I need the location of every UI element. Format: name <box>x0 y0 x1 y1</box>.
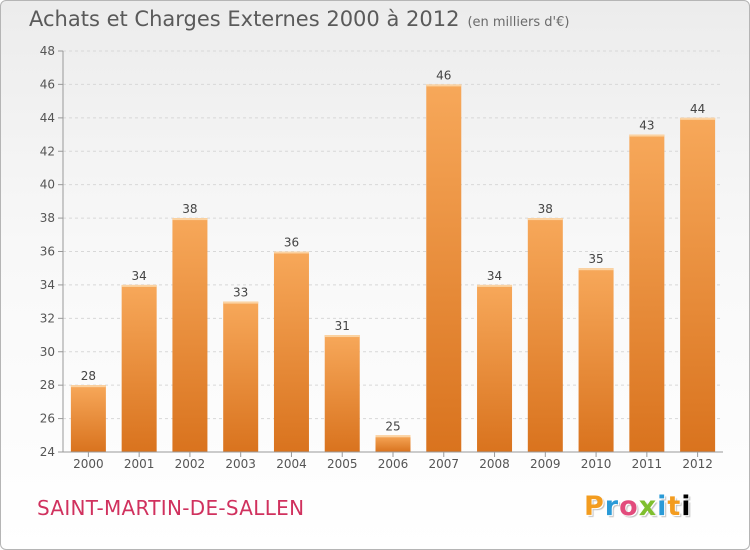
y-tick-label: 32 <box>40 311 55 325</box>
data-label: 38 <box>538 202 553 216</box>
y-tick-label: 48 <box>40 44 55 58</box>
bar <box>527 218 563 452</box>
grid-lines <box>63 50 723 453</box>
x-tick-label: 2006 <box>378 457 409 471</box>
bar-highlight <box>578 268 614 271</box>
bars <box>70 84 716 453</box>
x-tick-label: 2001 <box>124 457 155 471</box>
bar <box>680 117 716 452</box>
x-tick-label: 2009 <box>530 457 561 471</box>
logo-letter: o <box>619 491 639 522</box>
chart-title-text: Achats et Charges Externes 2000 à 2012 <box>29 7 460 31</box>
y-tick-label: 24 <box>40 445 55 459</box>
bar-highlight <box>680 117 716 120</box>
y-tick-label: 42 <box>40 144 55 158</box>
bar-highlight <box>375 435 411 438</box>
x-tick-label: 2011 <box>632 457 663 471</box>
chart-title: Achats et Charges Externes 2000 à 2012 (e… <box>29 7 569 31</box>
logo-letter: i <box>681 491 692 522</box>
y-tick-label: 28 <box>40 378 55 392</box>
bar <box>426 84 462 453</box>
x-tick-label: 2005 <box>327 457 358 471</box>
y-tick-label: 30 <box>40 345 55 359</box>
bar <box>375 435 411 452</box>
bar <box>172 218 208 452</box>
data-label: 28 <box>81 369 96 383</box>
bar <box>70 385 106 452</box>
y-tick-label: 36 <box>40 245 55 259</box>
bar <box>629 134 665 452</box>
x-tick-labels: 2000 2001 2002 2003 2004 2005 2006 2007 2008 2009… <box>73 457 713 471</box>
chart-unit: (en milliers d'€) <box>467 15 570 30</box>
logo-letter: x <box>638 491 658 522</box>
bar-highlight <box>273 251 309 254</box>
y-tick-label: 46 <box>40 77 55 91</box>
bar-highlight <box>172 218 208 221</box>
bar <box>324 335 360 452</box>
data-label: 38 <box>182 202 197 216</box>
data-labels: 28 34 38 33 36 31 25 46 34 38 35 43 44 <box>81 68 706 433</box>
bar <box>477 284 513 452</box>
y-tick-labels: 24 26 28 30 32 34 36 38 40 42 44 46 48 <box>40 44 55 459</box>
x-tick-label: 2010 <box>581 457 612 471</box>
bar-highlight <box>426 84 462 87</box>
bar <box>578 268 614 452</box>
x-tick-label: 2002 <box>175 457 206 471</box>
y-tick-label: 38 <box>40 211 55 225</box>
x-tick-label: 2012 <box>682 457 713 471</box>
data-label: 25 <box>385 419 400 433</box>
data-label: 35 <box>588 252 603 266</box>
bar-highlight <box>629 134 665 137</box>
x-tick-label: 2004 <box>276 457 307 471</box>
bar-highlight <box>121 284 157 287</box>
x-tick-label: 2000 <box>73 457 104 471</box>
bar-highlight <box>223 301 259 304</box>
data-label: 46 <box>436 68 451 82</box>
bar-highlight <box>477 284 513 287</box>
data-label: 34 <box>487 269 502 283</box>
data-label: 31 <box>335 319 350 333</box>
bar-highlight <box>324 335 360 338</box>
axes <box>58 50 723 457</box>
y-tick-label: 44 <box>40 111 55 125</box>
bar-highlight <box>70 385 106 388</box>
proxiti-logo[interactable]: Proxiti <box>584 491 692 522</box>
logo-letter: P <box>584 491 605 522</box>
bar <box>223 301 259 452</box>
x-tick-label: 2007 <box>428 457 459 471</box>
logo-letter: r <box>604 491 620 522</box>
logo-letter: t <box>667 491 682 522</box>
data-label: 34 <box>132 269 147 283</box>
x-tick-label: 2008 <box>479 457 510 471</box>
bar <box>273 251 309 452</box>
data-label: 33 <box>233 286 248 300</box>
data-label: 36 <box>284 236 299 250</box>
x-tick-label: 2003 <box>225 457 256 471</box>
data-label: 43 <box>639 119 654 133</box>
commune-name: SAINT-MARTIN-DE-SALLEN <box>37 496 305 520</box>
y-tick-label: 34 <box>40 278 55 292</box>
bar <box>121 284 157 452</box>
y-tick-label: 26 <box>40 412 55 426</box>
logo-letter: i <box>657 491 668 522</box>
y-tick-label: 40 <box>40 178 55 192</box>
data-label: 44 <box>690 102 705 116</box>
bar-highlight <box>527 218 563 221</box>
